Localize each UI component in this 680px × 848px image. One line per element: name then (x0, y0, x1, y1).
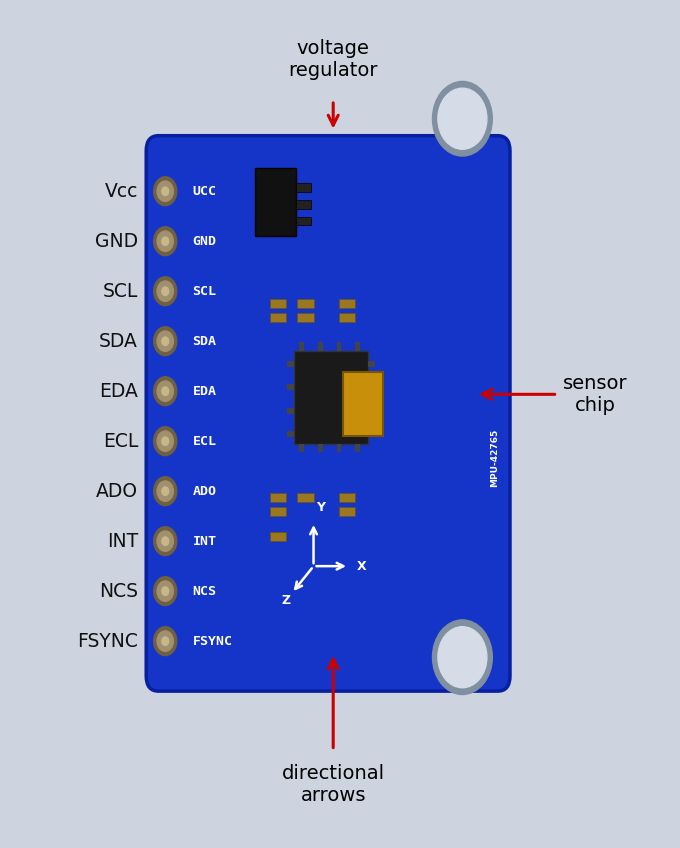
Text: ECL: ECL (103, 432, 138, 450)
Circle shape (162, 587, 169, 595)
FancyBboxPatch shape (146, 136, 510, 691)
Text: SCL: SCL (103, 282, 138, 301)
Circle shape (162, 287, 169, 295)
Text: sensor
chip: sensor chip (562, 374, 628, 415)
Circle shape (157, 331, 173, 351)
Circle shape (162, 437, 169, 445)
Text: NCS: NCS (99, 582, 138, 600)
Circle shape (157, 631, 173, 651)
Bar (369, 361, 375, 367)
Circle shape (154, 577, 177, 605)
Text: Z: Z (282, 594, 291, 606)
Text: FSYNC: FSYNC (77, 632, 138, 650)
Bar (296, 183, 311, 192)
Text: directional
arrows: directional arrows (282, 764, 385, 805)
Text: Y: Y (316, 500, 325, 514)
Bar (355, 343, 360, 351)
Bar (339, 494, 356, 502)
Circle shape (157, 281, 173, 301)
Circle shape (432, 81, 492, 156)
Text: FSYNC: FSYNC (192, 634, 233, 648)
Bar (287, 431, 294, 437)
Bar (318, 343, 322, 351)
Text: Vcc: Vcc (105, 181, 138, 201)
Circle shape (162, 337, 169, 345)
Bar (270, 299, 286, 308)
Bar (296, 217, 311, 226)
Bar (270, 507, 286, 516)
Bar (299, 444, 304, 453)
Text: NCS: NCS (192, 584, 216, 598)
Bar (287, 361, 294, 367)
Bar (270, 313, 286, 321)
Bar (369, 384, 375, 390)
Circle shape (154, 527, 177, 555)
Circle shape (438, 627, 487, 688)
Circle shape (162, 187, 169, 196)
Circle shape (157, 181, 173, 202)
Bar (270, 494, 286, 502)
Bar (369, 408, 375, 414)
Text: EDA: EDA (99, 382, 138, 401)
Text: ECL: ECL (192, 435, 216, 448)
Circle shape (162, 537, 169, 545)
Circle shape (157, 481, 173, 501)
Bar (369, 431, 375, 437)
Text: GND: GND (192, 235, 216, 248)
Text: ADO: ADO (192, 485, 216, 498)
Circle shape (162, 637, 169, 645)
Bar (294, 351, 369, 444)
Circle shape (157, 231, 173, 251)
Bar (355, 444, 360, 453)
Bar (339, 507, 356, 516)
Bar (337, 343, 341, 351)
Bar (296, 200, 311, 209)
Circle shape (154, 627, 177, 656)
Text: MPU-42765: MPU-42765 (490, 429, 500, 487)
Circle shape (154, 276, 177, 305)
Circle shape (162, 387, 169, 395)
Circle shape (154, 477, 177, 505)
Circle shape (154, 326, 177, 355)
Text: ADO: ADO (96, 482, 138, 500)
Bar (297, 299, 313, 308)
Circle shape (154, 427, 177, 455)
Circle shape (157, 381, 173, 401)
Bar (337, 444, 341, 453)
Text: voltage
regulator: voltage regulator (288, 39, 378, 80)
Bar (287, 384, 294, 390)
Text: X: X (357, 560, 367, 572)
Text: INT: INT (192, 534, 216, 548)
Circle shape (432, 620, 492, 695)
Text: INT: INT (107, 532, 138, 550)
Bar (256, 168, 296, 236)
Text: SDA: SDA (192, 335, 216, 348)
Circle shape (157, 531, 173, 551)
Circle shape (162, 487, 169, 495)
Bar (339, 313, 356, 321)
Text: EDA: EDA (192, 385, 216, 398)
Text: SCL: SCL (192, 285, 216, 298)
Circle shape (157, 431, 173, 451)
Circle shape (438, 88, 487, 149)
Text: GND: GND (95, 232, 138, 251)
Circle shape (154, 226, 177, 255)
Bar (299, 343, 304, 351)
Text: SDA: SDA (99, 332, 138, 351)
Circle shape (157, 581, 173, 601)
Bar (287, 408, 294, 414)
Bar (339, 299, 356, 308)
Bar (318, 444, 322, 453)
Circle shape (162, 237, 169, 245)
Text: UCC: UCC (192, 185, 216, 198)
Bar (297, 313, 313, 321)
Bar (297, 494, 313, 502)
Circle shape (154, 377, 177, 405)
Bar (343, 372, 384, 436)
Circle shape (154, 177, 177, 206)
Bar (270, 533, 286, 541)
